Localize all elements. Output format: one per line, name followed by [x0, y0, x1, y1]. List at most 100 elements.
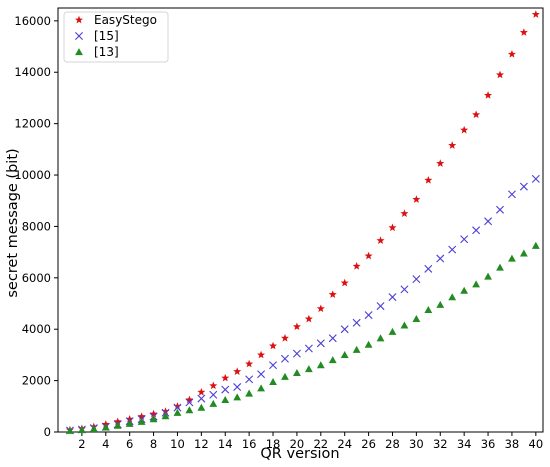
- x-tick-label: 40: [529, 437, 544, 451]
- x-axis-label: QR version: [260, 446, 339, 462]
- data-point: [209, 390, 218, 399]
- data-point: [304, 314, 313, 323]
- y-axis: 0 2000 4000 6000 8000 10000 12000 14000 16000: [14, 14, 58, 439]
- data-point: [185, 395, 194, 404]
- data-point: [245, 359, 254, 368]
- data-point: [496, 263, 504, 271]
- data-point: [400, 209, 409, 217]
- series-1: [65, 174, 540, 435]
- data-point: [269, 361, 278, 370]
- x-tick-label: 18: [266, 437, 281, 451]
- data-point: [280, 334, 289, 342]
- data-point: [161, 412, 170, 420]
- y-tick-label: 0: [44, 425, 51, 439]
- x-tick-label: 26: [361, 437, 376, 451]
- x-tick-label: 4: [102, 437, 109, 451]
- legend-label: [15]: [94, 29, 119, 43]
- data-point: [519, 182, 528, 191]
- data-point: [221, 385, 230, 394]
- legend-label: [13]: [94, 45, 119, 59]
- legend-box: [63, 11, 169, 63]
- y-tick-label: 12000: [14, 117, 51, 131]
- data-point: [233, 393, 242, 401]
- data-point: [125, 414, 134, 423]
- data-point: [173, 403, 182, 412]
- x-tick-label: 12: [194, 437, 209, 451]
- data-point: [245, 389, 254, 397]
- data-point: [352, 318, 361, 327]
- data-point: [484, 91, 493, 99]
- data-point: [209, 399, 218, 407]
- y-tick-label: 6000: [22, 271, 51, 285]
- y-tick-label: 16000: [14, 14, 51, 28]
- data-point: [472, 280, 481, 288]
- x-tick-label: 16: [242, 437, 257, 451]
- legend-label: EasyStego: [94, 13, 157, 27]
- data-point: [519, 249, 528, 257]
- data-point: [388, 293, 397, 302]
- data-point: [507, 50, 516, 58]
- data-point: [245, 375, 254, 384]
- data-point: [173, 408, 182, 416]
- y-axis-label: secret message (bit): [5, 148, 21, 297]
- x-tick-label: 22: [313, 437, 328, 451]
- data-point: [221, 395, 230, 403]
- data-point: [281, 372, 289, 380]
- legend: EasyStego [15] [13]: [63, 11, 169, 63]
- data-point: [161, 407, 170, 415]
- data-point: [185, 406, 194, 414]
- y-tick-label: 14000: [14, 65, 51, 79]
- data-point: [89, 425, 98, 433]
- data-point: [197, 394, 206, 403]
- data-point: [257, 350, 266, 359]
- data-point: [364, 340, 373, 348]
- data-point: [496, 205, 504, 214]
- y-tick-label: 2000: [22, 374, 51, 388]
- y-tick-label: 4000: [22, 322, 51, 336]
- data-point: [304, 365, 313, 373]
- data-point: [233, 367, 242, 376]
- data-point: [316, 361, 325, 369]
- x-tick-label: 30: [409, 437, 424, 451]
- x-tick-label: 24: [337, 437, 352, 451]
- data-point: [496, 70, 504, 79]
- data-point: [185, 398, 194, 407]
- data-point: [460, 235, 469, 244]
- x-tick-label: 34: [457, 437, 472, 451]
- y-tick-label: 8000: [22, 219, 51, 233]
- data-point: [77, 426, 86, 434]
- data-point: [376, 334, 385, 342]
- data-point: [340, 351, 349, 359]
- data-point: [460, 286, 469, 294]
- data-point: [424, 175, 433, 184]
- data-point: [412, 275, 421, 284]
- data-point: [388, 223, 397, 232]
- data-point: [304, 344, 313, 353]
- data-point: [293, 368, 301, 377]
- data-point: [531, 174, 540, 183]
- data-point: [352, 345, 361, 353]
- data-point: [269, 341, 278, 350]
- data-point: [340, 325, 349, 334]
- data-points: [65, 10, 540, 435]
- data-point: [113, 417, 122, 426]
- data-point: [448, 245, 457, 254]
- data-point: [316, 339, 325, 348]
- data-point: [137, 417, 146, 425]
- data-point: [66, 426, 74, 434]
- data-point: [472, 226, 481, 235]
- data-point: [209, 381, 218, 390]
- legend-marker: [75, 32, 83, 40]
- data-point: [424, 264, 433, 273]
- data-point: [292, 349, 301, 358]
- data-point: [269, 377, 277, 386]
- data-point: [531, 241, 540, 249]
- data-point: [101, 423, 110, 431]
- data-point: [412, 195, 421, 203]
- x-tick-label: 38: [505, 437, 520, 451]
- data-point: [292, 322, 301, 331]
- data-point: [316, 304, 325, 313]
- data-point: [328, 334, 337, 343]
- data-point: [149, 409, 158, 418]
